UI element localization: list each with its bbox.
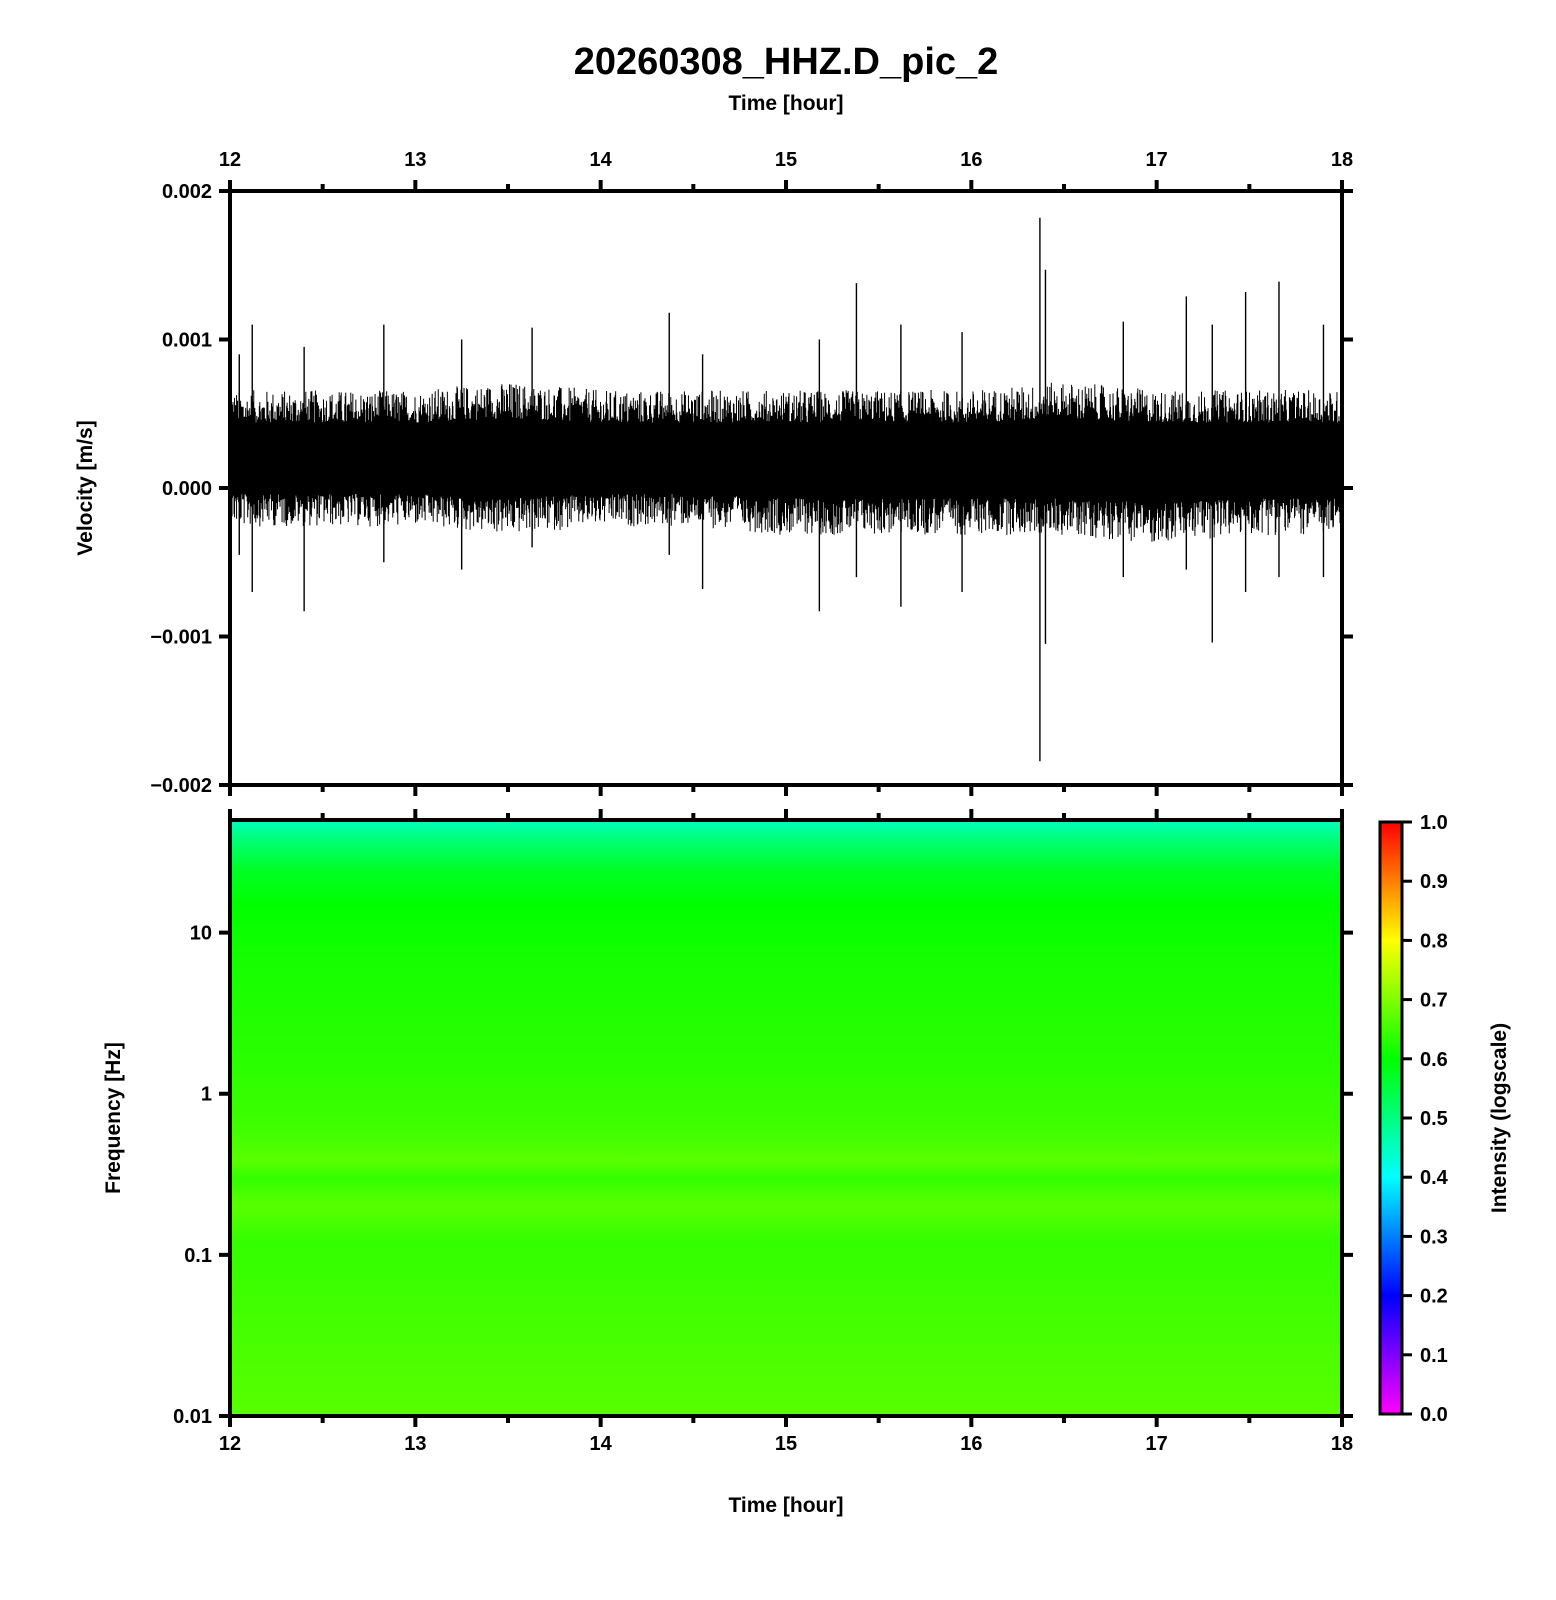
- bottom-x-tick-label: 18: [1331, 1433, 1353, 1455]
- velocity-y-tick-label: −0.002: [150, 775, 212, 797]
- colorbar-tick-label: 0.8: [1420, 930, 1448, 952]
- bottom-x-tick-label: 12: [219, 1433, 241, 1455]
- velocity-y-tick-label: 0.000: [162, 478, 212, 500]
- top-x-tick-label: 16: [960, 149, 982, 171]
- top-x-axis-label: Time [hour]: [728, 92, 843, 115]
- frequency-y-tick-label: 1: [201, 1084, 212, 1106]
- colorbar-tick-label: 0.5: [1420, 1108, 1448, 1130]
- frequency-y-tick-label: 10: [190, 923, 212, 945]
- frequency-y-tick-label: 0.01: [173, 1406, 212, 1428]
- top-x-tick-label: 15: [775, 149, 797, 171]
- velocity-y-tick-label: 0.001: [162, 330, 212, 352]
- velocity-waveform: [230, 217, 1342, 762]
- colorbar-tick-label: 0.0: [1420, 1404, 1448, 1426]
- colorbar-tick-label: 0.1: [1420, 1345, 1448, 1367]
- bottom-x-tick-label: 16: [960, 1433, 982, 1455]
- chart-title: 20260308_HHZ.D_pic_2: [574, 41, 999, 83]
- bottom-x-tick-label: 17: [1146, 1433, 1168, 1455]
- colorbar-gradient-bar: [1378, 820, 1404, 1416]
- colorbar-tick-label: 0.2: [1420, 1286, 1448, 1308]
- bottom-x-tick-label: 13: [404, 1433, 426, 1455]
- frequency-y-axis-label: Frequency [Hz]: [102, 1042, 125, 1194]
- top-x-tick-label: 18: [1331, 149, 1353, 171]
- bottom-x-tick-label: 14: [590, 1433, 613, 1455]
- velocity-y-tick-label: 0.002: [162, 181, 212, 203]
- velocity-panel: 12 13 14 15 16 17 18 0.002 0.001 0.000 −0.001 −0.0…: [74, 149, 1353, 797]
- spectrogram-panel: 12 13 14 15 16 17 18 10 1 0.1 0.01 Frequency [Hz]…: [102, 809, 1353, 1517]
- frequency-y-tick-label: 0.1: [184, 1245, 212, 1267]
- top-x-tick-label: 14: [590, 149, 613, 171]
- bottom-x-axis-label: Time [hour]: [728, 1494, 843, 1517]
- colorbar-tick-label: 0.9: [1420, 871, 1448, 893]
- velocity-y-tick-label: −0.001: [150, 627, 212, 649]
- top-x-axis-ticks: 12 13 14 15 16 17 18: [219, 149, 1353, 796]
- waveform-core: [230, 421, 1342, 500]
- colorbar-tick-label: 1.0: [1420, 812, 1448, 834]
- colorbar-tick-label: 0.3: [1420, 1226, 1448, 1248]
- bottom-x-tick-label: 15: [775, 1433, 797, 1455]
- colorbar-tick-label: 0.6: [1420, 1049, 1448, 1071]
- colorbar-ticks: 0.0 0.1 0.2 0.3 0.4 0.5 0.6 0.7 0.8 0.9 1.0: [1402, 812, 1449, 1426]
- top-x-tick-label: 13: [404, 149, 426, 171]
- bottom-x-axis-ticks: 12 13 14 15 16 17 18: [219, 809, 1353, 1455]
- colorbar-tick-label: 0.4: [1420, 1167, 1449, 1189]
- colorbar-tick-label: 0.7: [1420, 990, 1448, 1012]
- colorbar: 0.0 0.1 0.2 0.3 0.4 0.5 0.6 0.7 0.8 0.9 1.0 Intens…: [1378, 812, 1511, 1426]
- velocity-y-axis-ticks: 0.002 0.001 0.000 −0.001 −0.002: [150, 181, 1353, 797]
- colorbar-label: Intensity (logscale): [1488, 1023, 1511, 1213]
- top-x-tick-label: 12: [219, 149, 241, 171]
- velocity-y-axis-label: Velocity [m/s]: [74, 420, 97, 555]
- top-x-tick-label: 17: [1146, 149, 1168, 171]
- spectrogram-heatmap: [231, 821, 1341, 1415]
- frequency-y-axis-ticks: 10 1 0.1 0.01: [173, 923, 1353, 1428]
